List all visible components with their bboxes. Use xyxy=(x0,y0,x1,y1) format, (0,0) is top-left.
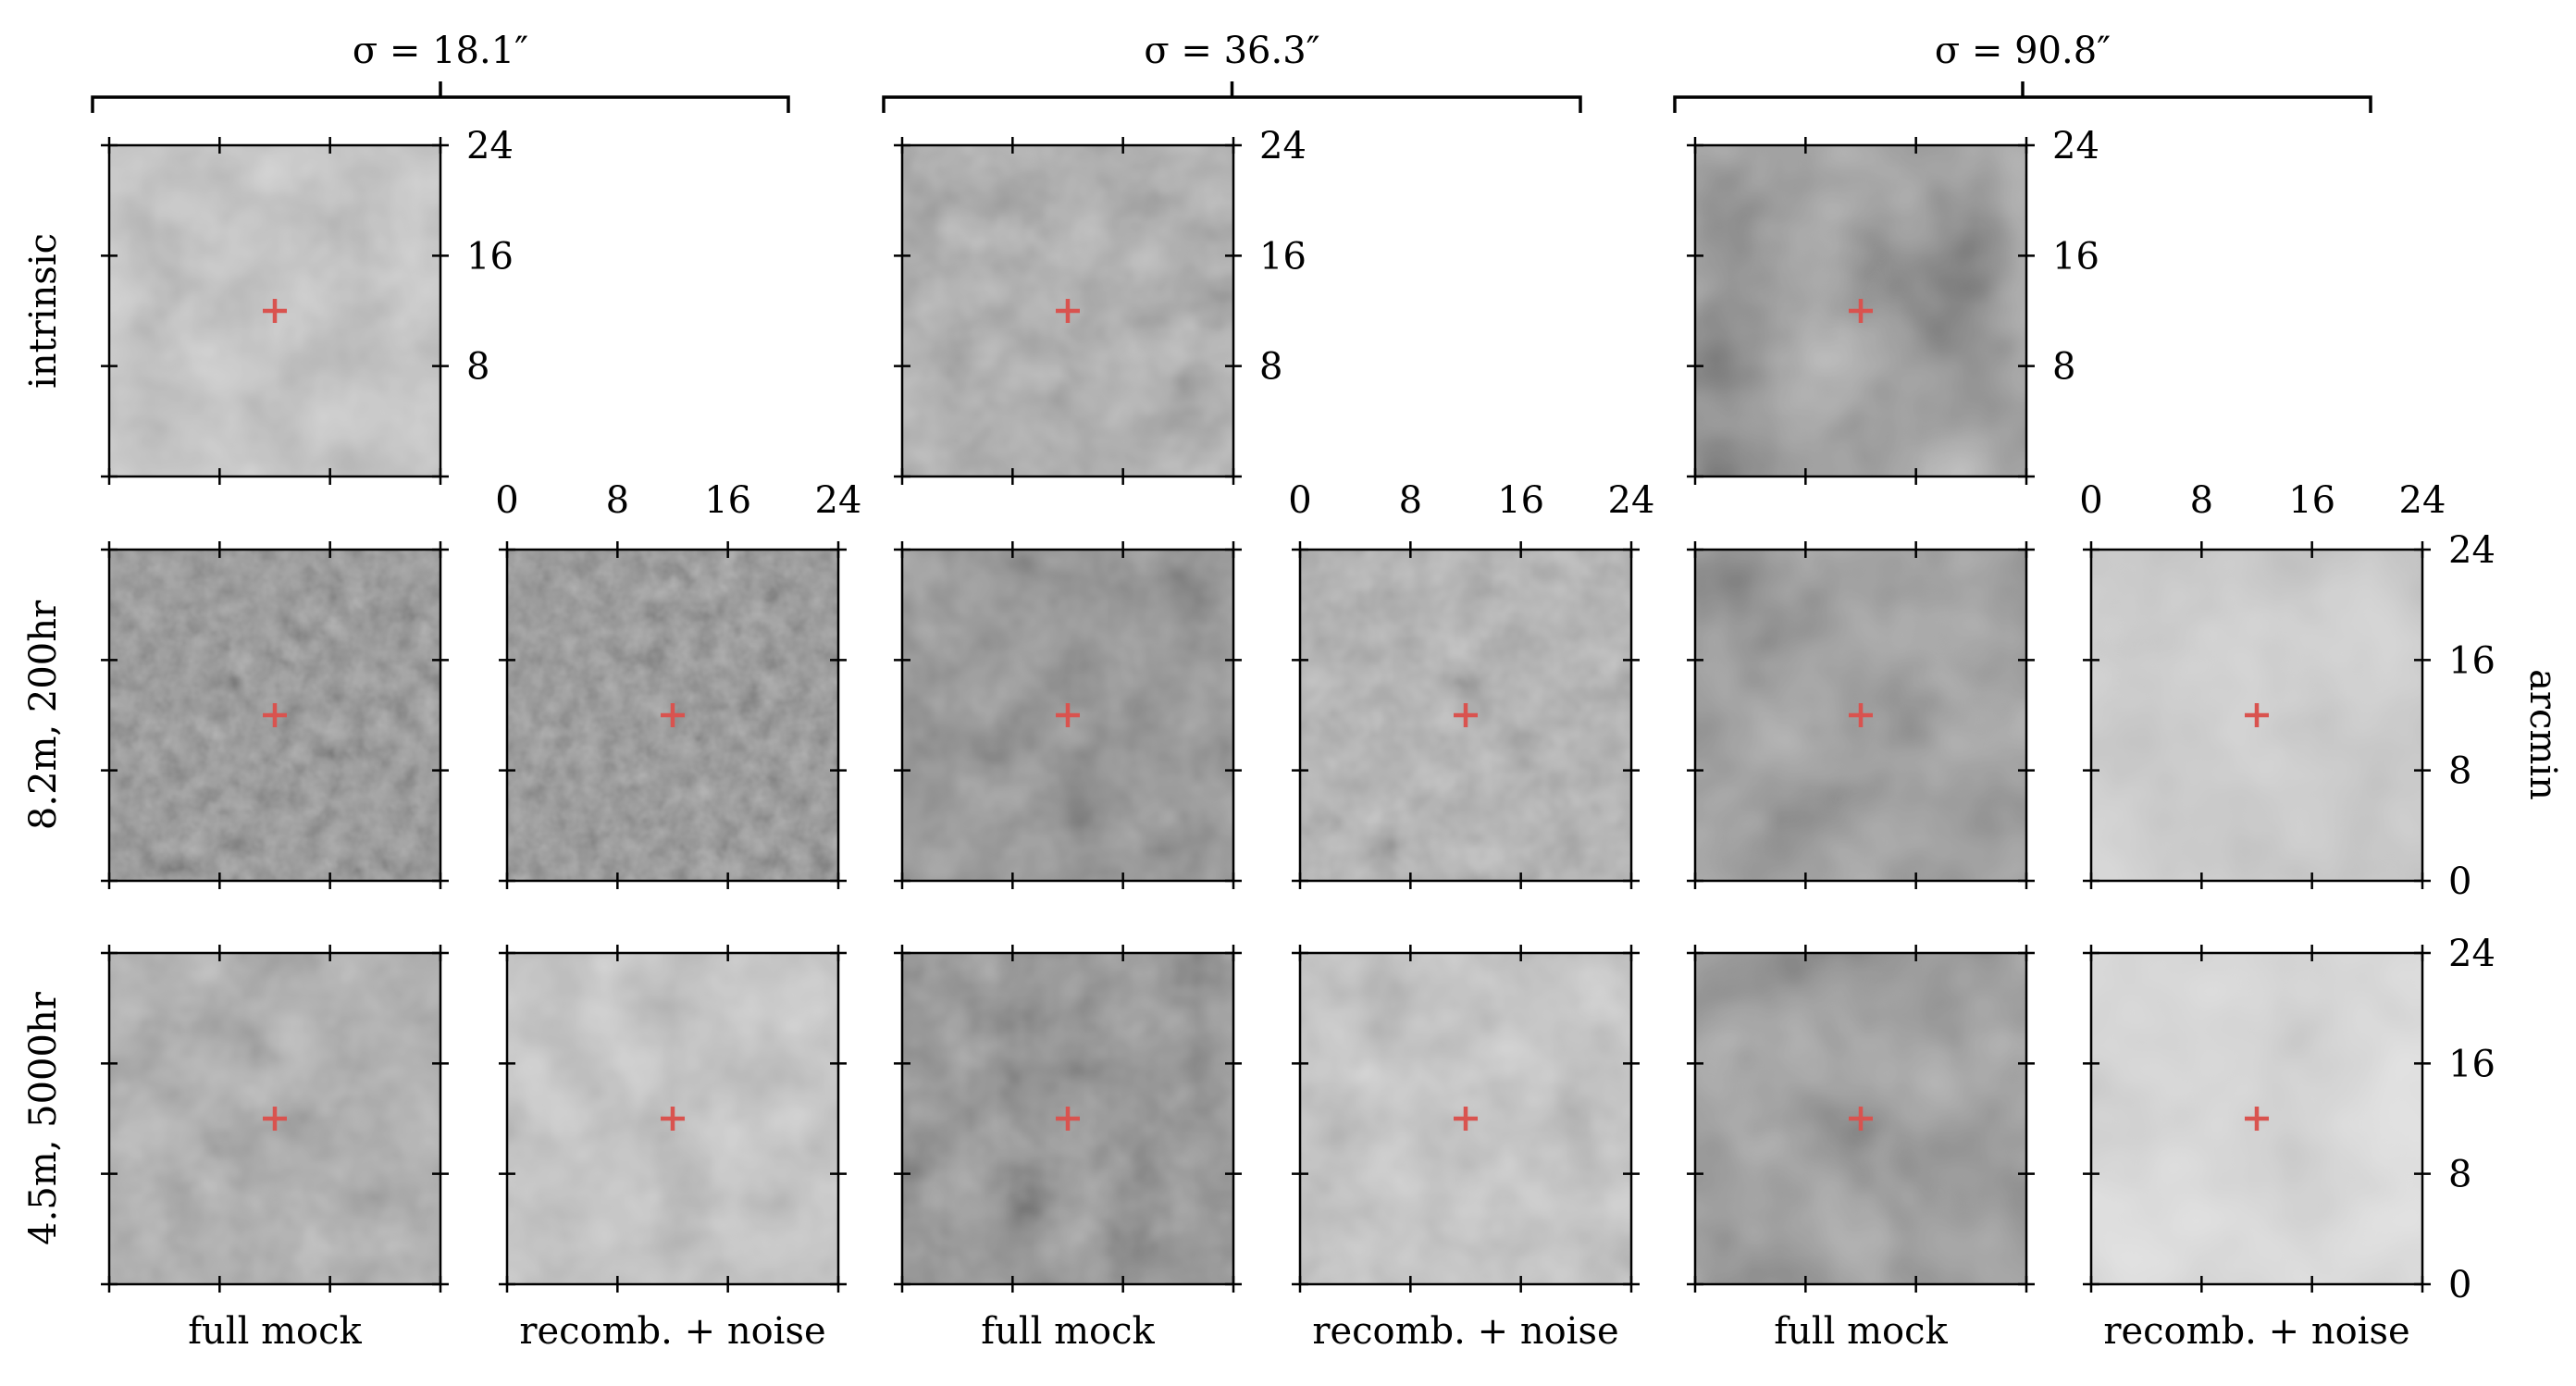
y-tick-label: 24 xyxy=(2052,125,2099,167)
y-tick-label: 16 xyxy=(2448,639,2496,682)
y-tick-label: 24 xyxy=(2448,529,2496,572)
column-group-layer: σ = 18.1″ σ = 36.3″ σ = 90.8″ xyxy=(91,30,2372,113)
center-marker xyxy=(1056,299,1080,323)
panel-frame xyxy=(1693,951,2028,1286)
sigma-group-bracket xyxy=(1673,81,2372,113)
column-label: full mock xyxy=(1774,1310,1948,1353)
x-tick-label: 8 xyxy=(606,479,629,522)
y-tick-label: 16 xyxy=(1259,235,1307,278)
panel-frame xyxy=(505,548,840,883)
panel-frame xyxy=(1693,548,2028,883)
sigma-group-title: σ = 90.8″ xyxy=(1935,30,2111,72)
center-marker xyxy=(263,1107,287,1131)
y-tick-label: 16 xyxy=(466,235,514,278)
x-tick-label: 16 xyxy=(1497,479,1544,522)
panel-frame xyxy=(1298,951,1633,1286)
panels-layer xyxy=(101,137,2431,1293)
x-tick-label: 24 xyxy=(1608,479,1655,522)
center-marker xyxy=(1056,1107,1080,1131)
y-tick-label: 0 xyxy=(2448,860,2471,903)
heatmap-panel xyxy=(2083,541,2431,889)
y-tick-label: 8 xyxy=(2448,750,2471,793)
center-marker xyxy=(1849,299,1873,323)
column-label: recomb. + noise xyxy=(2103,1310,2409,1353)
center-marker xyxy=(1056,703,1080,727)
heatmap-panel xyxy=(1687,137,2035,485)
heatmap-panel xyxy=(101,541,449,889)
x-tick-label: 24 xyxy=(2399,479,2446,522)
heatmap-panel xyxy=(2083,945,2431,1293)
x-tick-label: 16 xyxy=(704,479,751,522)
y-tick-label: 0 xyxy=(2448,1264,2471,1306)
sigma-group-title: σ = 18.1″ xyxy=(353,30,528,72)
panel-frame xyxy=(107,143,442,478)
column-label: full mock xyxy=(188,1310,362,1353)
heatmap-panel xyxy=(894,541,1242,889)
center-marker xyxy=(2245,703,2269,727)
heatmap-panel xyxy=(499,945,847,1293)
axis-unit-label: arcmin xyxy=(2521,669,2564,800)
heatmap-panel xyxy=(894,137,1242,485)
panel-frame xyxy=(900,951,1235,1286)
y-tick-label: 8 xyxy=(466,346,489,389)
center-marker xyxy=(1454,1107,1478,1131)
y-tick-label: 24 xyxy=(1259,125,1307,167)
y-tick-label: 24 xyxy=(466,125,514,167)
heatmap-panel xyxy=(499,541,847,889)
heatmap-panel xyxy=(1687,945,2035,1293)
center-marker xyxy=(661,1107,685,1131)
panel-frame xyxy=(107,548,442,883)
sigma-group-title: σ = 36.3″ xyxy=(1144,30,1319,72)
heatmap-panel xyxy=(1687,541,2035,889)
center-marker xyxy=(263,703,287,727)
center-marker xyxy=(1849,1107,1873,1131)
heatmap-panel xyxy=(1292,945,1640,1293)
panel-frame xyxy=(900,143,1235,478)
center-marker xyxy=(1849,703,1873,727)
x-tick-label: 0 xyxy=(495,479,518,522)
y-tick-label: 8 xyxy=(2052,346,2075,389)
y-tick-label: 16 xyxy=(2448,1043,2496,1085)
panel-frame xyxy=(900,548,1235,883)
center-marker xyxy=(1454,703,1478,727)
y-tick-label: 8 xyxy=(2448,1154,2471,1196)
x-tick-label: 0 xyxy=(1288,479,1311,522)
x-tick-label: 8 xyxy=(1399,479,1422,522)
sigma-group-bracket xyxy=(91,81,790,113)
row-label: 4.5m, 5000hr xyxy=(22,991,65,1245)
column-label: full mock xyxy=(981,1310,1155,1353)
y-tick-label: 16 xyxy=(2052,235,2099,278)
panel-frame xyxy=(1298,548,1633,883)
panel-frame xyxy=(107,951,442,1286)
x-tick-label: 8 xyxy=(2190,479,2213,522)
x-tick-label: 24 xyxy=(815,479,862,522)
row-label: 8.2m, 200hr xyxy=(22,600,65,830)
panel-frame xyxy=(2089,548,2424,883)
y-tick-label: 8 xyxy=(1259,346,1282,389)
panel-frame xyxy=(2089,951,2424,1286)
heatmap-panel xyxy=(1292,541,1640,889)
heatmap-panel xyxy=(101,945,449,1293)
column-label: recomb. + noise xyxy=(1312,1310,1618,1353)
heatmap-panel xyxy=(894,945,1242,1293)
y-tick-label: 24 xyxy=(2448,933,2496,975)
panel-frame xyxy=(1693,143,2028,478)
sigma-group-bracket xyxy=(882,81,1582,113)
center-marker xyxy=(263,299,287,323)
x-tick-label: 16 xyxy=(2288,479,2335,522)
panel-frame xyxy=(505,951,840,1286)
heatmap-panel xyxy=(101,137,449,485)
column-label: recomb. + noise xyxy=(519,1310,825,1353)
center-marker xyxy=(661,703,685,727)
x-tick-label: 0 xyxy=(2079,479,2102,522)
center-marker xyxy=(2245,1107,2269,1131)
row-label: intrinsic xyxy=(22,233,65,389)
